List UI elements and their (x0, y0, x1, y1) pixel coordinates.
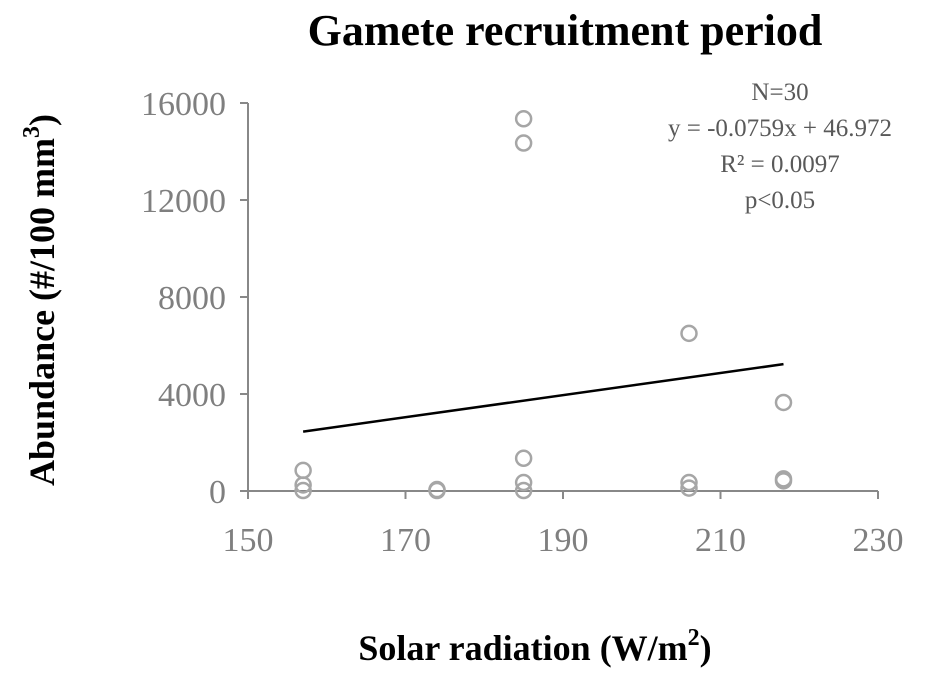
data-point (514, 134, 533, 152)
data-point (514, 481, 533, 500)
data-point (774, 393, 793, 412)
data-point (680, 473, 698, 492)
svg-text:Abundance (#/100 mm3): Abundance (#/100 mm3) (19, 114, 62, 486)
x-axis-title-superscript: 2 (688, 625, 700, 651)
data-point (680, 479, 698, 497)
axes: 0 4000 8000 12000 16000 150 170 190 210 230 (141, 86, 904, 559)
chart-title: Gamete recruitment period (308, 6, 823, 55)
svg-text:Solar radiation (W/m2): Solar radiation (W/m2) (358, 625, 711, 668)
x-axis-title: Solar radiation (W/m2) (358, 625, 711, 668)
regression-annotation: N=30 y = -0.0759x + 46.972 R² = 0.0097 p<0.… (668, 79, 892, 214)
x-axis-title-main: Solar radiation (W/m (358, 628, 687, 668)
y-axis-title-superscript: 3 (19, 126, 45, 138)
data-point (514, 473, 533, 492)
annotation-line: y = -0.0759x + 46.972 (668, 115, 892, 142)
x-tick-label: 150 (223, 522, 274, 559)
annotation-line: R² = 0.0097 (720, 151, 840, 178)
data-point (294, 476, 312, 494)
y-tick-label: 16000 (141, 86, 226, 123)
data-point (680, 324, 698, 343)
y-axis-title: Abundance (#/100 mm3) (19, 114, 62, 486)
data-point (294, 461, 312, 480)
data-point (514, 449, 533, 468)
x-tick-label: 230 (853, 522, 904, 559)
data-point (428, 481, 446, 500)
data-point (514, 110, 533, 128)
x-tick-label: 190 (538, 522, 589, 559)
y-tick-label: 8000 (158, 280, 226, 317)
y-axis-title-main: Abundance (#/100 mm (22, 138, 62, 486)
trendline-group (302, 362, 784, 433)
y-tick-label: 12000 (141, 183, 226, 220)
annotation-line: N=30 (751, 79, 808, 106)
data-point (774, 472, 793, 490)
annotation-line: p<0.05 (745, 187, 815, 214)
x-axis-title-close: ) (700, 628, 712, 668)
y-tick-label: 4000 (158, 377, 226, 414)
x-tick-label: 170 (380, 522, 431, 559)
y-axis-title-close: ) (22, 114, 62, 126)
data-points (294, 110, 793, 500)
data-point (294, 481, 312, 500)
trendline (302, 362, 784, 433)
y-tick-label: 0 (209, 474, 226, 511)
x-tick-label: 210 (695, 522, 746, 559)
